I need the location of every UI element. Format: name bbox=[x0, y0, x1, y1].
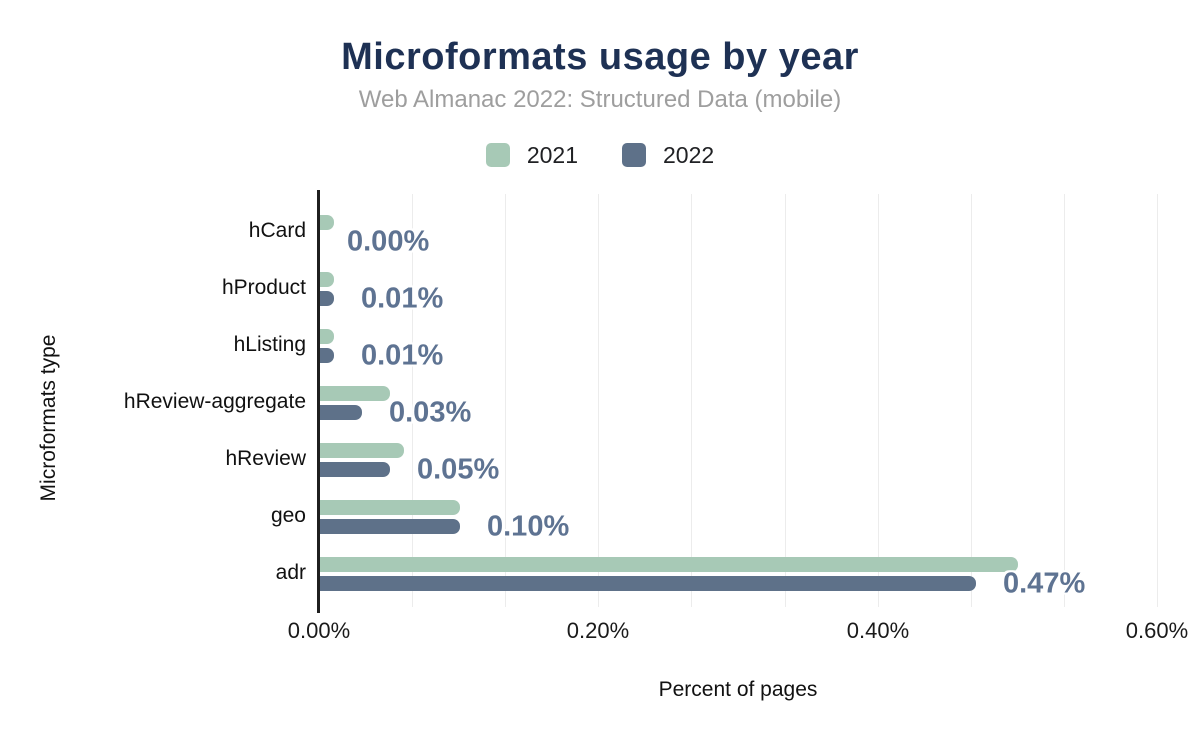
x-tick-label-0.60%: 0.60% bbox=[1125, 618, 1189, 643]
legend-swatch-2021 bbox=[485, 143, 510, 167]
legend-item-2021: 2021 bbox=[485, 141, 578, 169]
bar-2021-hListing bbox=[320, 329, 334, 344]
legend-item-2022: 2022 bbox=[622, 142, 714, 169]
value-label-hListing: 0.01% bbox=[361, 339, 444, 372]
bar-2021-hProduct bbox=[320, 272, 334, 287]
bar-2021-geo bbox=[320, 500, 460, 515]
category-label-hCard: hCard bbox=[248, 219, 306, 242]
bar-2022-hProduct bbox=[320, 291, 334, 306]
chart-subtitle: Web Almanac 2022: Structured Data (mobil… bbox=[358, 86, 842, 113]
gridline bbox=[691, 194, 692, 607]
value-label-hReview: 0.05% bbox=[417, 453, 500, 486]
legend-label: 2021 bbox=[526, 141, 578, 168]
bar-2022-hReview bbox=[320, 462, 390, 477]
y-axis-line bbox=[317, 190, 320, 613]
value-label-adr: 0.47% bbox=[1003, 567, 1086, 600]
gridline bbox=[505, 194, 506, 607]
bar-2022-hReview-aggregate bbox=[320, 405, 362, 420]
gridline bbox=[878, 194, 879, 607]
x-tick-label-0.20%: 0.20% bbox=[566, 618, 630, 643]
value-label-hCard: 0.00% bbox=[347, 225, 430, 258]
category-label-adr: adr bbox=[275, 561, 306, 584]
bar-2021-hReview-aggregate bbox=[320, 386, 390, 401]
gridline bbox=[785, 194, 786, 607]
gridline bbox=[412, 194, 413, 607]
gridline bbox=[598, 194, 599, 607]
bar-2021-adr bbox=[320, 557, 1018, 572]
category-label-hProduct: hProduct bbox=[221, 276, 306, 299]
category-label-geo: geo bbox=[270, 504, 306, 527]
bar-2022-adr bbox=[320, 576, 976, 591]
category-label-hReview-aggregate: hReview-aggregate bbox=[123, 390, 306, 413]
bar-2021-hReview bbox=[320, 443, 404, 458]
legend: 2021 2022 bbox=[0, 141, 1200, 169]
x-tick-label-0.40%: 0.40% bbox=[846, 618, 910, 643]
legend-label: 2022 bbox=[663, 141, 715, 168]
category-label-hReview: hReview bbox=[225, 447, 306, 470]
gridline bbox=[971, 194, 972, 607]
x-axis-title: Percent of pages bbox=[658, 678, 818, 701]
value-label-hReview-aggregate: 0.03% bbox=[389, 396, 472, 429]
x-tick-label-0.00%: 0.00% bbox=[287, 618, 351, 643]
gridline bbox=[1064, 194, 1065, 607]
gridline bbox=[1157, 194, 1158, 607]
value-label-hProduct: 0.01% bbox=[361, 282, 444, 315]
value-label-geo: 0.10% bbox=[487, 510, 570, 543]
chart-title: Microformats usage by year bbox=[341, 36, 859, 78]
bar-2021-hCard bbox=[320, 215, 334, 230]
bar-2022-hListing bbox=[320, 348, 334, 363]
legend-swatch-2022 bbox=[622, 143, 646, 167]
bar-2022-geo bbox=[320, 519, 460, 534]
category-label-hListing: hListing bbox=[233, 333, 306, 356]
